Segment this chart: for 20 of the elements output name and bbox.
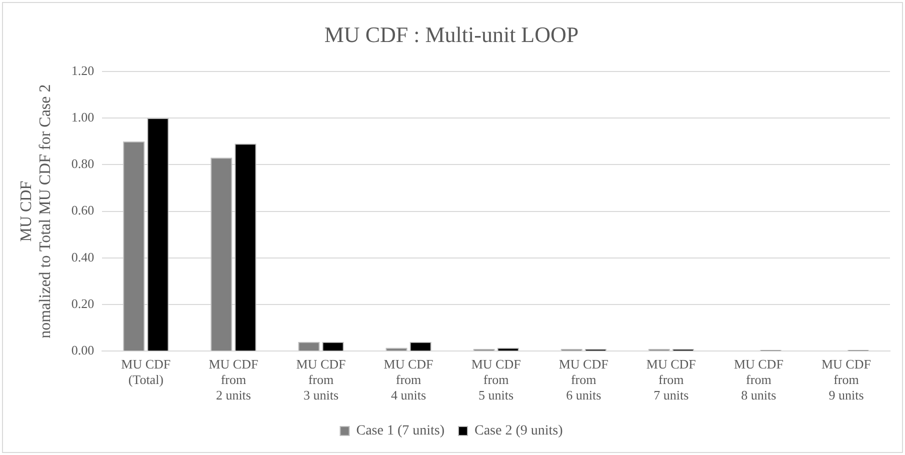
legend-label: Case 2 (9 units) [474, 424, 564, 439]
x-tick-label: MU CDF from 8 units [734, 356, 784, 403]
y-tick-label: 0.80 [71, 156, 94, 172]
x-tick-label: MU CDF from 4 units [384, 356, 434, 403]
x-tick-label: MU CDF from 6 units [558, 356, 608, 403]
y-tick-label: 0.20 [71, 296, 94, 311]
y-tick-label: 0.60 [71, 202, 94, 218]
x-tick-label: MU CDF from 5 units [471, 356, 521, 403]
y-axis-title: MU CDF nomalized to Total MU CDF for Case 2 [18, 84, 54, 338]
x-tick-label: MU CDF from 7 units [646, 356, 696, 403]
x-tick-label: MU CDF (Total) [121, 356, 171, 388]
y-tick-label: 1.00 [71, 109, 94, 124]
chart-title: MU CDF : Multi-unit LOOP [324, 22, 579, 47]
x-tick-label: MU CDF from 2 units [208, 356, 258, 403]
y-tick-label: 0.40 [71, 249, 94, 264]
y-tick-label: 0.00 [71, 342, 94, 358]
x-tick-label: MU CDF from 9 units [821, 356, 871, 403]
legend-label: Case 1 (7 units) [356, 424, 445, 439]
x-tick-label: MU CDF from 3 units [296, 356, 346, 403]
y-tick-label: 1.20 [71, 62, 94, 78]
